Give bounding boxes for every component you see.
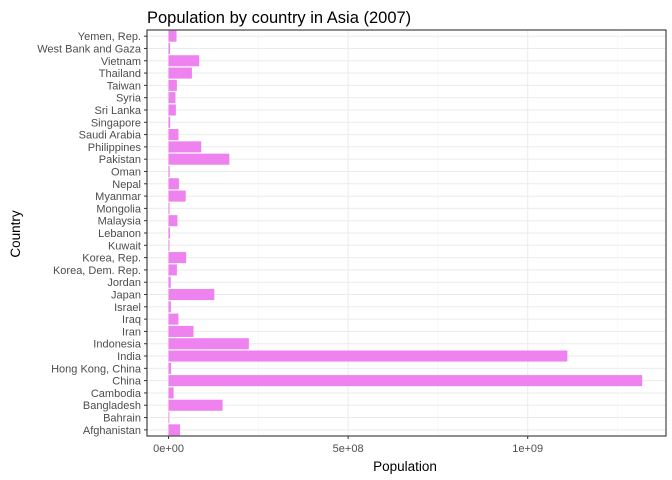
y-tick-label: Afghanistan: [83, 425, 141, 437]
bar: [168, 387, 174, 399]
y-tick-label: Mongolia: [96, 203, 142, 215]
bar: [168, 264, 177, 276]
bar: [168, 301, 171, 313]
bar: [168, 276, 171, 288]
bar: [168, 67, 192, 79]
chart-title: Population by country in Asia (2007): [147, 9, 411, 27]
y-tick-label: Taiwan: [107, 80, 141, 92]
y-tick-label: Bangladesh: [83, 400, 141, 412]
y-tick-label: Kuwait: [108, 240, 141, 252]
y-tick-label: Philippines: [88, 142, 142, 154]
x-tick-label: 1e+09: [512, 443, 543, 455]
bar: [168, 227, 170, 239]
y-tick-label: Vietnam: [101, 56, 141, 68]
y-tick-label: Syria: [116, 93, 142, 105]
bar: [168, 252, 187, 264]
y-tick-label: Malaysia: [98, 216, 142, 228]
x-axis-ticks: 0e+00 5e+08 1e+09: [153, 436, 543, 455]
bar: [168, 153, 230, 165]
bar: [168, 42, 170, 54]
y-tick-label: China: [112, 376, 142, 388]
y-tick-label: Myanmar: [95, 191, 141, 203]
bar: [168, 202, 170, 214]
y-tick-label: Oman: [111, 166, 141, 178]
y-tick-label: Korea, Dem. Rep.: [53, 265, 141, 277]
bar: [168, 178, 179, 190]
bar: [168, 239, 170, 251]
bar: [168, 79, 177, 91]
bar: [168, 424, 181, 436]
y-tick-label: Hong Kong, China: [51, 363, 142, 375]
bar: [168, 190, 186, 202]
y-tick-label: Yemen, Rep.: [78, 31, 141, 43]
y-tick-label: India: [117, 351, 142, 363]
bar: [168, 30, 177, 42]
y-tick-label: Indonesia: [93, 339, 142, 351]
y-axis-title: Country: [8, 210, 23, 258]
bar: [168, 325, 194, 337]
x-tick-label: 0e+00: [153, 443, 184, 455]
bar: [168, 104, 176, 116]
x-tick-label: 5e+08: [333, 443, 364, 455]
y-tick-label: Japan: [111, 290, 141, 302]
bar: [168, 116, 171, 128]
bar: [168, 399, 223, 411]
y-tick-label: Israel: [114, 302, 141, 314]
y-tick-label: Nepal: [112, 179, 141, 191]
bar: [168, 350, 568, 362]
bar: [168, 129, 179, 141]
bar: [168, 165, 170, 178]
bar: [168, 375, 643, 387]
bars-group: [168, 30, 643, 436]
y-tick-label: Saudi Arabia: [79, 130, 142, 142]
bar: [168, 412, 170, 424]
y-tick-label: Sri Lanka: [95, 105, 142, 117]
bar: [168, 288, 215, 301]
y-tick-label: Singapore: [91, 117, 141, 129]
y-tick-label: Lebanon: [98, 228, 141, 240]
bar: [168, 92, 176, 104]
y-tick-label: West Bank and Gaza: [37, 43, 142, 55]
x-axis-title: Population: [373, 459, 437, 474]
bar: [168, 141, 202, 153]
y-tick-label: Iraq: [122, 314, 141, 326]
y-tick-label: Jordan: [107, 277, 141, 289]
y-tick-label: Bahrain: [103, 413, 141, 425]
bar: [168, 338, 249, 350]
y-tick-label: Pakistan: [99, 154, 141, 166]
bar: [168, 215, 178, 227]
bar: [168, 313, 179, 325]
y-tick-label: Cambodia: [91, 388, 142, 400]
y-tick-label: Iran: [122, 326, 141, 338]
y-tick-label: Korea, Rep.: [82, 253, 141, 265]
bar: [168, 362, 172, 374]
y-axis-ticks: AfghanistanBahrainBangladeshCambodiaChin…: [37, 31, 147, 437]
y-tick-label: Thailand: [99, 68, 141, 80]
bar: [168, 55, 200, 67]
